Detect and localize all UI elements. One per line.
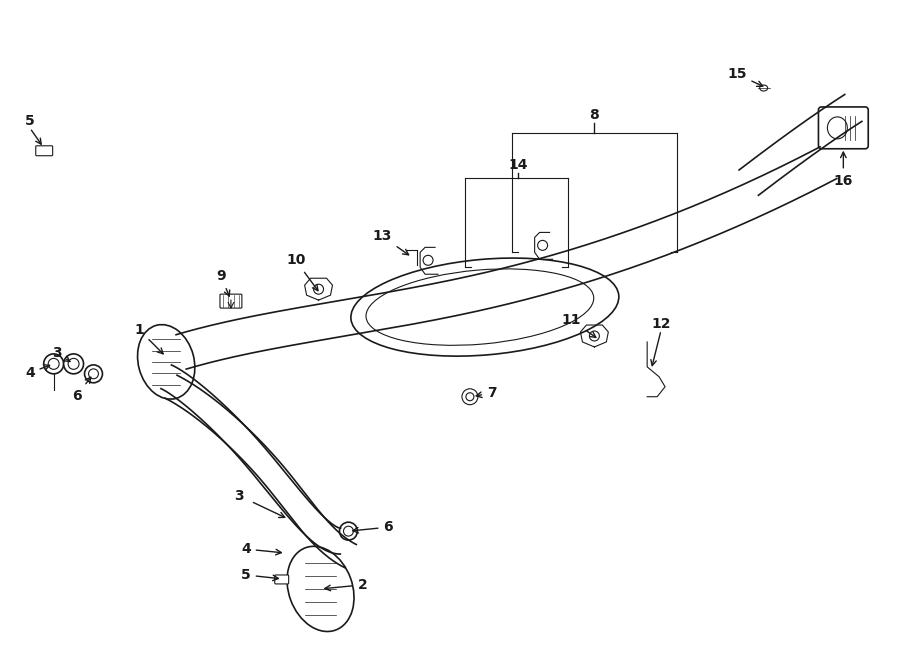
- Text: 1: 1: [134, 323, 163, 354]
- Ellipse shape: [351, 258, 619, 356]
- Circle shape: [85, 365, 103, 383]
- Text: 5: 5: [241, 568, 278, 582]
- Circle shape: [339, 522, 357, 540]
- Text: 2: 2: [325, 578, 367, 592]
- Text: 4: 4: [25, 365, 50, 380]
- Ellipse shape: [138, 324, 195, 399]
- Circle shape: [462, 389, 478, 404]
- Circle shape: [537, 240, 547, 250]
- Ellipse shape: [827, 117, 847, 139]
- FancyBboxPatch shape: [818, 107, 868, 149]
- Text: 6: 6: [353, 520, 393, 534]
- Ellipse shape: [366, 269, 594, 346]
- Circle shape: [313, 284, 323, 294]
- FancyBboxPatch shape: [220, 294, 242, 308]
- Circle shape: [68, 358, 79, 369]
- Circle shape: [466, 393, 474, 401]
- Text: 9: 9: [216, 269, 230, 296]
- Text: 7: 7: [476, 386, 497, 400]
- Text: 6: 6: [72, 377, 91, 402]
- Circle shape: [88, 369, 98, 379]
- Circle shape: [49, 358, 59, 369]
- Circle shape: [44, 354, 64, 374]
- Text: 12: 12: [652, 317, 670, 331]
- Circle shape: [423, 256, 433, 265]
- Text: 11: 11: [562, 313, 596, 338]
- Ellipse shape: [287, 546, 354, 632]
- Text: 8: 8: [590, 108, 599, 122]
- Text: 4: 4: [241, 542, 282, 556]
- Circle shape: [64, 354, 84, 374]
- Text: 3: 3: [234, 489, 244, 503]
- Text: 16: 16: [833, 173, 853, 187]
- FancyBboxPatch shape: [274, 575, 289, 584]
- FancyBboxPatch shape: [36, 146, 53, 156]
- Text: 15: 15: [727, 67, 762, 86]
- Circle shape: [590, 331, 599, 341]
- Text: 10: 10: [286, 254, 318, 291]
- Text: 5: 5: [25, 114, 34, 128]
- Circle shape: [344, 526, 354, 536]
- Ellipse shape: [760, 85, 768, 91]
- Text: 14: 14: [508, 158, 527, 171]
- Text: 13: 13: [373, 229, 409, 255]
- Text: 3: 3: [52, 346, 70, 361]
